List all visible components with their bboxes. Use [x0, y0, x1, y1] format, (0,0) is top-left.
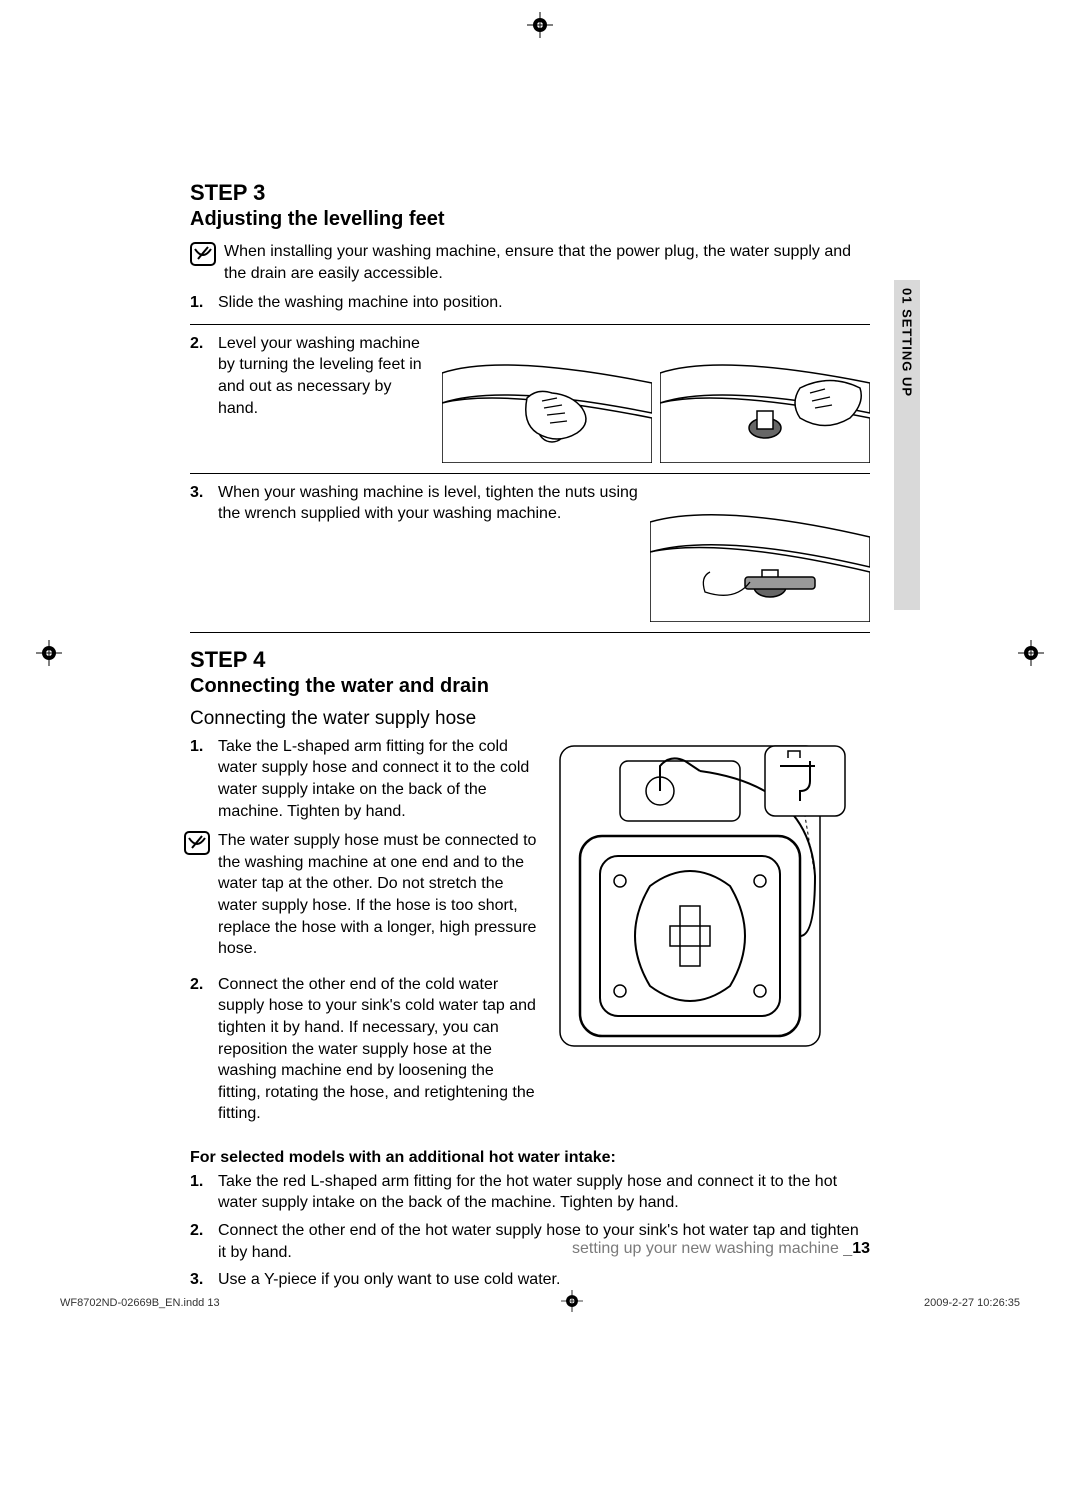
step4-bold-sub: For selected models with an additional h… [190, 1149, 870, 1167]
list-item: 2. Level your washing machine by turning… [190, 333, 432, 419]
step3-note: When installing your washing machine, en… [190, 241, 870, 284]
section-tab-label: 01 SETTING UP [900, 288, 915, 397]
divider [190, 632, 870, 633]
item-number: 1. [190, 292, 218, 314]
registration-mark-top [527, 12, 553, 43]
item-number: 1. [190, 1171, 218, 1214]
step4-main-row: 1. Take the L-shaped arm fitting for the… [190, 736, 870, 1131]
divider [190, 324, 870, 325]
step3-item3-row: 3. When your washing machine is level, t… [190, 482, 870, 622]
step3-title: Adjusting the levelling feet [190, 208, 870, 231]
item-text: When your washing machine is level, tigh… [218, 482, 640, 525]
item-number: 2. [190, 974, 218, 1125]
step4-list2: 1. Take the red L-shaped arm fitting for… [190, 1171, 870, 1291]
section-tab: 01 SETTING UP [894, 280, 920, 610]
note-icon [190, 241, 218, 272]
item-number: 3. [190, 1269, 218, 1291]
list-item: 1. Take the L-shaped arm fitting for the… [190, 736, 540, 968]
item-text: Connect the other end of the cold water … [218, 974, 540, 1125]
list-item: 2. Connect the other end of the cold wat… [190, 974, 540, 1125]
step4-title: Connecting the water and drain [190, 675, 870, 698]
page-footer: setting up your new washing machine _13 [190, 1240, 870, 1258]
figure-leveling-foot [660, 333, 870, 463]
item-text: Take the red L-shaped arm fitting for th… [218, 1171, 870, 1214]
registration-mark-bottom [561, 1290, 583, 1315]
list-item: 1. Take the red L-shaped arm fitting for… [190, 1171, 870, 1214]
step4-note-text: The water supply hose must be connected … [218, 830, 540, 960]
step4-subheading: Connecting the water supply hose [190, 708, 870, 730]
item-number: 3. [190, 482, 218, 525]
list-item: 3. When your washing machine is level, t… [190, 482, 640, 525]
footer-text: setting up your new washing machine _ [572, 1240, 852, 1257]
item-number: 2. [190, 333, 218, 419]
list-item: 1. Slide the washing machine into positi… [190, 292, 870, 314]
footline-date: 2009-2-27 10:26:35 [924, 1297, 1020, 1309]
step3-list: 1. Slide the washing machine into positi… [190, 292, 870, 314]
item-text: Use a Y-piece if you only want to use co… [218, 1269, 870, 1291]
registration-mark-left [36, 640, 62, 671]
list-item: 3. Use a Y-piece if you only want to use… [190, 1269, 870, 1291]
print-footline: WF8702ND-02669B_EN.indd 13 2009-2-27 10:… [60, 1290, 1020, 1315]
step4-note: The water supply hose must be connected … [184, 830, 540, 960]
registration-mark-right [1018, 640, 1044, 671]
figure-leveling-hand [442, 333, 652, 463]
step3-item2-row: 2. Level your washing machine by turning… [190, 333, 870, 463]
figure-wrench-tighten [650, 482, 870, 622]
item-text: Level your washing machine by turning th… [218, 333, 432, 419]
divider [190, 473, 870, 474]
step4-heading: STEP 4 [190, 647, 870, 673]
note-icon [184, 830, 212, 863]
figure-water-hose-connection [550, 736, 850, 1056]
step3-note-text: When installing your washing machine, en… [224, 241, 870, 284]
item-text: Slide the washing machine into position. [218, 292, 870, 314]
page-content: STEP 3 Adjusting the levelling feet When… [190, 180, 870, 1297]
footline-file: WF8702ND-02669B_EN.indd 13 [60, 1297, 220, 1309]
step3-heading: STEP 3 [190, 180, 870, 206]
page-number: 13 [852, 1240, 870, 1257]
item-text: Take the L-shaped arm fitting for the co… [218, 738, 529, 820]
